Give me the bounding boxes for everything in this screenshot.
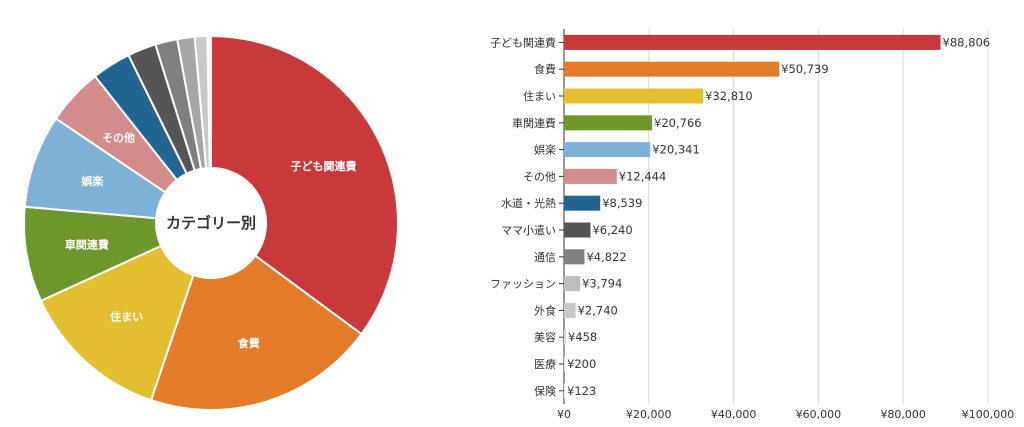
pie-slice [209,34,212,170]
y-tick-label: 外食 [534,303,556,317]
bar-value-label: ¥6,240 [592,223,632,237]
pie-slice-label: 車関連費 [65,237,109,251]
bar [564,276,581,292]
pie-slice [149,254,363,411]
bar-value-label: ¥3,794 [582,277,622,291]
bar [564,88,704,104]
bar-value-label: ¥20,341 [652,143,700,157]
pie-slice-label: 娯楽 [81,174,104,188]
bar-value-label: ¥123 [567,384,596,398]
bar [564,61,780,77]
x-tick-label: ¥40,000 [711,408,757,421]
pie-slice [210,34,399,336]
bar [564,249,585,265]
y-tick-label: 美容 [534,330,556,344]
x-tick-label: ¥100,000 [962,408,1015,421]
y-tick-label: 水道・光熱 [501,196,556,210]
pie-center-hole [157,169,265,277]
bar [564,383,565,399]
bar-value-label: ¥12,444 [619,169,667,183]
bar-value-label: ¥4,822 [586,250,626,264]
y-tick-label: 子ども関連費 [490,35,556,49]
bar [564,195,601,211]
x-tick-label: ¥80,000 [880,408,926,421]
pie-slice-label: 食費 [238,336,260,350]
pie-slice-label: その他 [102,130,135,144]
pie-center-label: カテゴリー別 [166,214,256,232]
bar [564,168,617,184]
pie-slice-label: 子ども関連費 [290,159,356,173]
bar [564,356,565,372]
bar-value-label: ¥2,740 [578,303,618,317]
bar [564,329,566,345]
y-tick-label: 車関連費 [512,116,556,130]
bar-value-label: ¥32,810 [705,89,753,103]
x-tick-label: ¥60,000 [796,408,842,421]
y-tick-label: 食費 [534,62,556,76]
y-tick-label: 保険 [534,384,556,398]
y-tick-label: 住まい [523,89,556,103]
bar [564,222,591,238]
category-bar-chart: ¥0 ¥20,000 ¥40,000 ¥60,000 ¥80,000 ¥100,000 子ど… [490,29,1014,421]
x-tick-label: ¥20,000 [626,408,672,421]
bar-value-label: ¥458 [568,330,597,344]
bar [564,115,653,131]
bar-value-label: ¥8,539 [602,196,642,210]
bar [564,302,576,318]
y-tick-label: その他 [523,170,556,183]
bar-value-label: ¥20,766 [654,116,702,130]
bar-value-label: ¥200 [567,357,596,371]
y-tick-label: ママ小遣い [501,223,556,237]
bar [564,142,651,158]
y-tick-label: ファッション [490,278,556,291]
y-tick-label: 医療 [534,357,556,371]
y-tick-label: 通信 [534,251,556,264]
y-tick-label: 娯楽 [534,143,556,157]
bar-value-label: ¥50,739 [781,62,829,76]
bar [564,34,941,50]
pie-slice-label: 住まい [110,310,143,324]
bar-value-label: ¥88,806 [943,35,991,49]
x-tick-label: ¥0 [557,408,571,421]
